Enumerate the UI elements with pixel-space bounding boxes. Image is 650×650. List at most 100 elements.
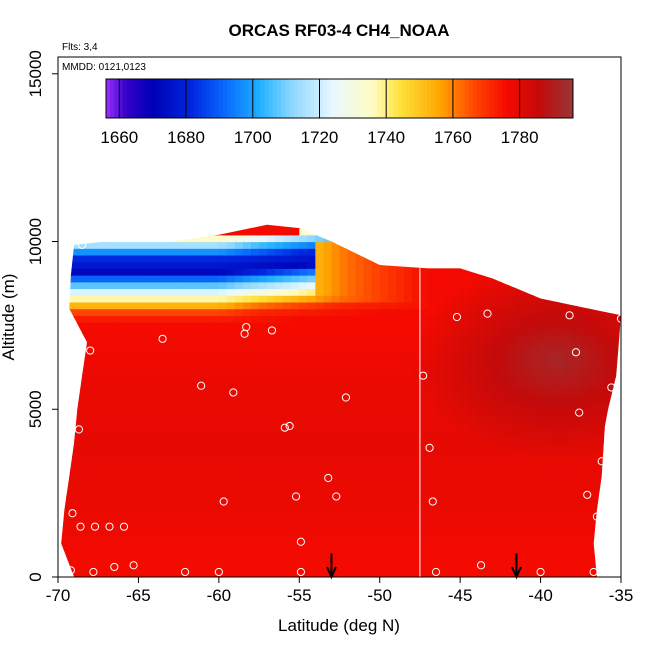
- curtain-cell: [138, 536, 148, 545]
- curtain-cell: [395, 462, 405, 471]
- curtain-cell: [98, 496, 107, 504]
- curtain-cell: [315, 281, 325, 290]
- curtain-cell: [500, 248, 509, 256]
- curtain-cell: [484, 496, 493, 504]
- curtain-cell: [588, 295, 598, 303]
- curtain-cell: [315, 496, 325, 504]
- curtain-cell: [347, 570, 357, 577]
- curtain-cell: [363, 429, 373, 437]
- curtain-cell: [307, 208, 316, 215]
- curtain-cell: [267, 550, 276, 558]
- curtain-cell: [162, 224, 172, 229]
- curtain-cell: [468, 254, 477, 263]
- curtain-cell: [436, 234, 445, 243]
- curtain-cell: [291, 415, 300, 424]
- curtain-cell: [178, 241, 188, 249]
- curtain-cell: [411, 328, 421, 337]
- curtain-cell: [347, 422, 357, 430]
- curtain-cell: [371, 536, 381, 545]
- curtain-cell: [170, 241, 180, 249]
- curtain-cell: [194, 523, 204, 531]
- curtain-cell: [419, 556, 429, 565]
- curtain-cell: [524, 536, 534, 545]
- curtain-cell: [194, 268, 204, 276]
- curtain-cell: [267, 483, 276, 491]
- curtain-cell: [363, 335, 373, 343]
- curtain-cell: [411, 489, 421, 498]
- curtain-cell: [355, 295, 365, 303]
- colorbar-swatch: [472, 79, 478, 118]
- curtain-cell: [234, 570, 244, 577]
- curtain-cell: [114, 469, 123, 477]
- curtain-cell: [299, 503, 308, 511]
- colorbar-swatch: [356, 79, 361, 118]
- curtain-cell: [251, 382, 260, 390]
- curtain-cell: [403, 496, 413, 504]
- colorbar-swatch: [389, 79, 395, 118]
- curtain-cell: [580, 275, 590, 283]
- curtain-cell: [492, 328, 501, 337]
- curtain-cell: [564, 275, 574, 283]
- curtain-cell: [122, 536, 131, 545]
- curtain-cell: [339, 550, 349, 558]
- curtain-cell: [210, 496, 220, 504]
- flights-note: Flts: 3,4: [62, 42, 98, 53]
- curtain-cell: [315, 442, 325, 451]
- curtain-cell: [395, 375, 405, 384]
- curtain-cell: [66, 295, 75, 303]
- curtain-cell: [468, 422, 477, 430]
- curtain-cell: [98, 208, 107, 215]
- curtain-cell: [395, 288, 405, 296]
- curtain-cell: [403, 429, 413, 437]
- curtain-cell: [596, 315, 606, 323]
- curtain-cell: [267, 509, 276, 518]
- curtain-cell: [532, 301, 542, 310]
- x-tick-label: -55: [287, 586, 312, 605]
- curtain-cell: [234, 530, 244, 538]
- curtain-cell: [154, 456, 164, 464]
- curtain-cell: [61, 389, 67, 397]
- curtain-cell: [242, 516, 252, 524]
- curtain-cell: [540, 382, 550, 390]
- curtain-cell: [347, 489, 357, 498]
- curtain-cell: [460, 442, 469, 451]
- curtain-cell: [130, 234, 140, 243]
- curtain-cell: [436, 536, 445, 545]
- colorbar-frame: [105, 78, 574, 119]
- curtain-cell: [516, 456, 526, 464]
- curtain-cell: [540, 395, 550, 404]
- curtain-cell: [476, 483, 485, 491]
- curtain-cell: [604, 308, 614, 316]
- curtain-cell: [363, 224, 373, 229]
- curtain-cell: [468, 543, 477, 551]
- curtain-cell: [339, 389, 349, 397]
- curtain-cell: [596, 248, 606, 256]
- curtain-cell: [98, 456, 107, 464]
- colorbar-swatch: [243, 79, 249, 118]
- curtain-cell: [106, 254, 115, 263]
- curtain-cell: [194, 469, 204, 477]
- curtain-cell: [138, 224, 148, 229]
- curtain-cell: [299, 462, 308, 471]
- curtain-cell: [556, 234, 566, 243]
- curtain-cell: [98, 228, 107, 236]
- curtain-cell: [564, 362, 574, 370]
- curtain-cell: [612, 563, 621, 571]
- curtain-cell: [74, 328, 83, 337]
- curtain-cell: [436, 375, 445, 384]
- curtain-cell: [307, 288, 316, 296]
- curtain-cell: [106, 275, 115, 283]
- curtain-cell: [484, 375, 493, 384]
- curtain-cell: [299, 382, 308, 390]
- curtain-cell: [379, 489, 389, 498]
- curtain-cell: [210, 315, 220, 323]
- curtain-cell: [452, 509, 461, 518]
- curtain-cell: [122, 469, 131, 477]
- curtain-cell: [419, 509, 429, 518]
- curtain-cell: [500, 462, 509, 471]
- curtain-cell: [122, 389, 131, 397]
- curtain-cell: [130, 301, 140, 310]
- curtain-cell: [452, 462, 461, 471]
- colorbar-tick-label: 1700: [234, 128, 272, 147]
- colorbar-swatch: [114, 79, 120, 118]
